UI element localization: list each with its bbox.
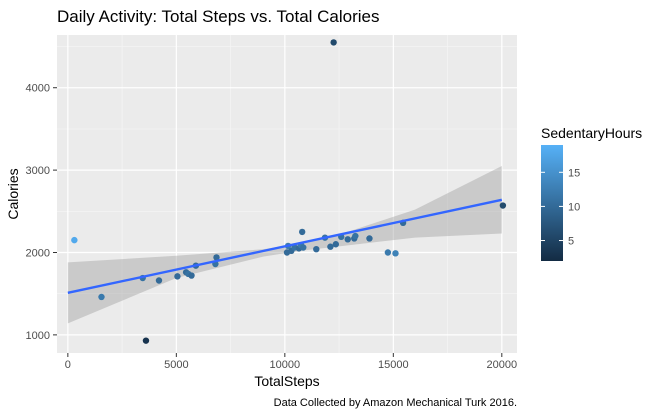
legend-title: SedentaryHours xyxy=(541,125,642,141)
color-legend: SedentaryHours 5 10 15 xyxy=(541,125,642,261)
y-tick-label: 2000 xyxy=(26,247,50,259)
data-point xyxy=(71,236,78,244)
data-point xyxy=(174,273,181,280)
data-point xyxy=(352,232,359,240)
data-point xyxy=(142,337,150,344)
data-point xyxy=(313,245,320,253)
data-point xyxy=(344,236,351,243)
data-point xyxy=(384,249,392,256)
data-point xyxy=(332,241,340,248)
data-point xyxy=(366,235,373,242)
chart-caption: Data Collected by Amazon Mechanical Turk… xyxy=(274,397,517,409)
x-tick-label: 10000 xyxy=(270,359,301,371)
y-tick-label: 3000 xyxy=(26,165,50,177)
data-point xyxy=(327,243,334,250)
data-point xyxy=(155,277,163,284)
legend-colorbar xyxy=(541,145,563,261)
data-point xyxy=(98,293,105,301)
trend-line xyxy=(67,198,503,295)
x-tick-label: 20000 xyxy=(487,359,518,371)
y-tick-label: 1000 xyxy=(26,330,50,342)
data-point xyxy=(300,244,307,251)
data-point xyxy=(330,39,337,46)
data-point xyxy=(298,228,306,236)
x-tick-label: 5000 xyxy=(164,359,188,371)
legend-tick-label: 10 xyxy=(568,201,580,213)
grid-lines xyxy=(57,35,517,353)
trend-line-layer xyxy=(67,198,503,295)
legend-tick-label: 15 xyxy=(568,167,580,179)
data-point xyxy=(213,254,220,261)
x-tick-label: 15000 xyxy=(378,359,409,371)
data-point xyxy=(499,202,507,209)
x-tick-label: 0 xyxy=(65,359,71,371)
points-layer xyxy=(71,39,507,344)
chart-title: Daily Activity: Total Steps vs. Total Ca… xyxy=(57,7,380,26)
data-point xyxy=(392,250,399,257)
y-tick-label: 4000 xyxy=(26,83,50,95)
y-axis-title: Calories xyxy=(5,168,21,219)
data-point xyxy=(188,272,195,279)
x-axis-title: TotalSteps xyxy=(254,373,319,389)
legend-ticks: 5 10 15 xyxy=(541,167,580,248)
axes-layer: 0 5000 10000 15000 20000 1000 2000 3000 4000 xyxy=(26,83,518,371)
legend-tick-label: 5 xyxy=(568,236,574,248)
